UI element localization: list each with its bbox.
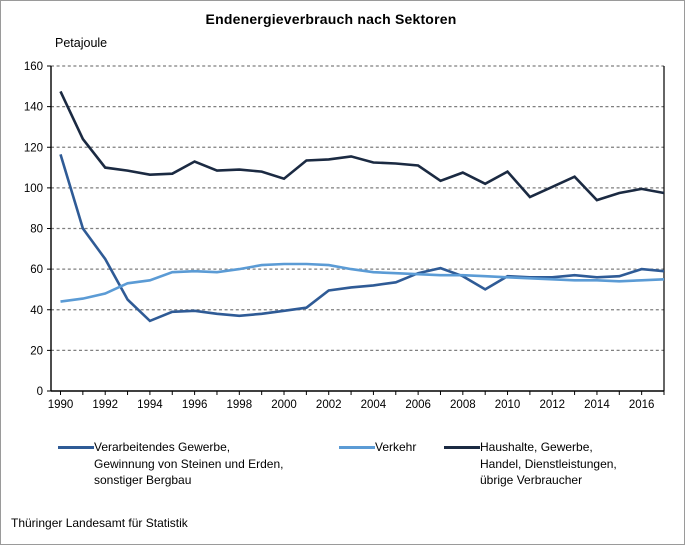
x-tick-label: 1996 [182, 399, 208, 411]
y-axis-title: Petajoule [55, 36, 108, 50]
series-line-verarbeitendes-gewerbe [59, 154, 665, 323]
legend-label: Haushalte, Gewerbe, Handel, Dienstleistu… [480, 439, 617, 489]
legend-label: Verkehr [375, 439, 416, 456]
x-tick-label: 1994 [137, 399, 163, 411]
legend-label-line: sonstiger Bergbau [94, 473, 192, 487]
x-tick-label: 1990 [48, 399, 74, 411]
y-tick-label: 100 [24, 183, 43, 195]
legend-item-haushalte-gewerbe: Haushalte, Gewerbe, Handel, Dienstleistu… [444, 439, 617, 489]
legend-label-line: Verarbeitendes Gewerbe, [94, 440, 231, 454]
y-tick-label: 140 [24, 102, 43, 114]
legend-item-verarbeitendes-gewerbe: Verarbeitendes Gewerbe, Gewinnung von St… [58, 439, 283, 489]
legend-label-line: Handel, Dienstleistungen, [480, 456, 617, 471]
y-tick-label: 160 [24, 61, 43, 73]
legend-label-line: Verkehr [375, 440, 417, 454]
legend-label-line: übrige Verbraucher [480, 473, 583, 487]
legend-swatch-verkehr-icon [339, 446, 375, 449]
x-tick-label: 2006 [405, 399, 431, 411]
x-tick-label: 2008 [450, 399, 476, 411]
x-tick-label: 2002 [316, 399, 342, 411]
series-line-verkehr [60, 262, 665, 303]
legend-item-verkehr: Verkehr [339, 439, 416, 456]
legend-swatch-haushalte-icon [444, 446, 480, 449]
legend-swatch-verarbeitendes-gewerbe-icon [58, 446, 94, 449]
series-line-haushalte-gewerbe [59, 90, 665, 202]
legend-label-line: Haushalte, Gewerbe, [480, 440, 593, 454]
legend-label: Verarbeitendes Gewerbe, Gewinnung von St… [94, 439, 283, 489]
source-label: Thüringer Landesamt für Statistik [11, 516, 188, 530]
x-tick-label: 1992 [92, 399, 118, 411]
x-tick-label: 1998 [227, 399, 253, 411]
y-tick-label: 0 [37, 386, 43, 398]
x-tick-label: 2004 [361, 399, 387, 411]
x-tick-label: 2012 [539, 399, 565, 411]
y-tick-label: 40 [30, 305, 43, 317]
x-tick-label: 2016 [629, 399, 655, 411]
y-tick-label: 20 [30, 345, 43, 357]
y-tick-label: 60 [30, 264, 43, 276]
y-tick-label: 80 [30, 224, 43, 236]
x-tick-label: 2010 [495, 399, 521, 411]
legend-label-line: Gewinnung von Steinen und Erden, [94, 456, 284, 471]
y-tick-label: 120 [24, 142, 43, 154]
line-chart-plot: 0 20 40 60 80 100 120 140 160 1990 1992 1994 1996 199… [24, 61, 665, 411]
x-tick-label: 2000 [271, 399, 297, 411]
x-tick-label: 2014 [584, 399, 610, 411]
chart-title: Endenergieverbrauch nach Sektoren [205, 11, 457, 27]
